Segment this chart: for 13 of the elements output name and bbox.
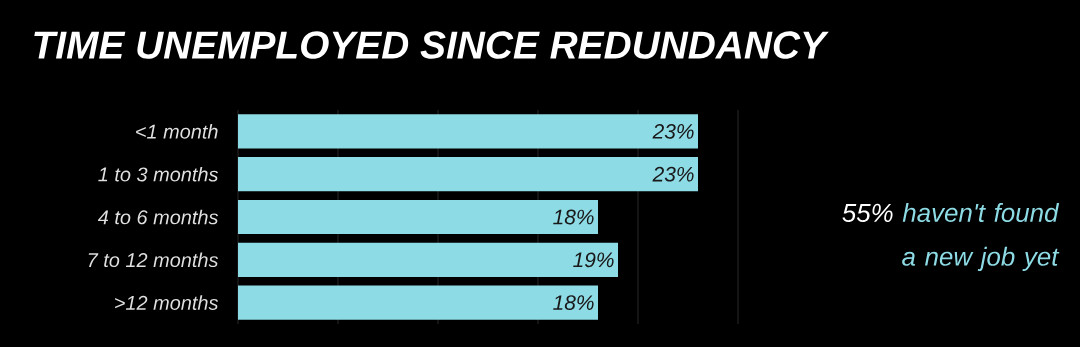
text: 55% <box>842 203 893 223</box>
y-tick-label: 1 to 3 months <box>98 166 219 182</box>
data-label: 18% <box>553 209 594 225</box>
y-tick-label: <1 month <box>136 124 218 139</box>
data-label: 18% <box>553 295 594 310</box>
y-tick-label: 7 to 12 months <box>88 252 219 268</box>
y-tick-label: 4 to 6 months <box>97 209 219 225</box>
data-label: 19% <box>573 252 614 268</box>
y-tick-label: >12 months <box>115 295 219 310</box>
chart-title: TIME UNEMPLOYED SINCE REDUNDANCY <box>34 31 829 59</box>
text: haven't found a new job yet <box>902 203 1060 271</box>
data-label: 23% <box>652 124 694 139</box>
data-label: 23% <box>652 166 694 182</box>
